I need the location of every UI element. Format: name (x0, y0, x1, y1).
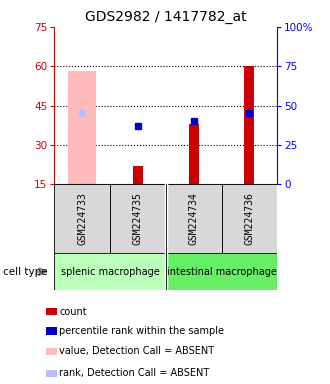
Bar (46, 308, 57, 315)
Bar (110, 184, 166, 253)
Text: count: count (59, 306, 87, 316)
Text: GSM224736: GSM224736 (244, 192, 254, 245)
Bar (46, 328, 57, 334)
Bar (166, 253, 277, 290)
Bar (54, 253, 166, 290)
Title: GDS2982 / 1417782_at: GDS2982 / 1417782_at (85, 10, 247, 25)
Text: cell type: cell type (3, 266, 48, 277)
Bar (46, 370, 57, 377)
Text: GSM224734: GSM224734 (189, 192, 199, 245)
Text: intestinal macrophage: intestinal macrophage (167, 266, 277, 277)
Bar (133, 166, 143, 184)
Bar (68, 71, 96, 184)
Text: value, Detection Call = ABSENT: value, Detection Call = ABSENT (59, 346, 215, 356)
Bar (221, 184, 277, 253)
Text: GSM224733: GSM224733 (77, 192, 87, 245)
Text: GSM224735: GSM224735 (133, 192, 143, 245)
Text: splenic macrophage: splenic macrophage (61, 266, 159, 277)
Text: percentile rank within the sample: percentile rank within the sample (59, 326, 224, 336)
Text: rank, Detection Call = ABSENT: rank, Detection Call = ABSENT (59, 368, 210, 378)
Bar (189, 124, 199, 184)
Bar (166, 184, 221, 253)
Bar (54, 184, 110, 253)
Bar (244, 66, 254, 184)
Bar (46, 348, 57, 355)
